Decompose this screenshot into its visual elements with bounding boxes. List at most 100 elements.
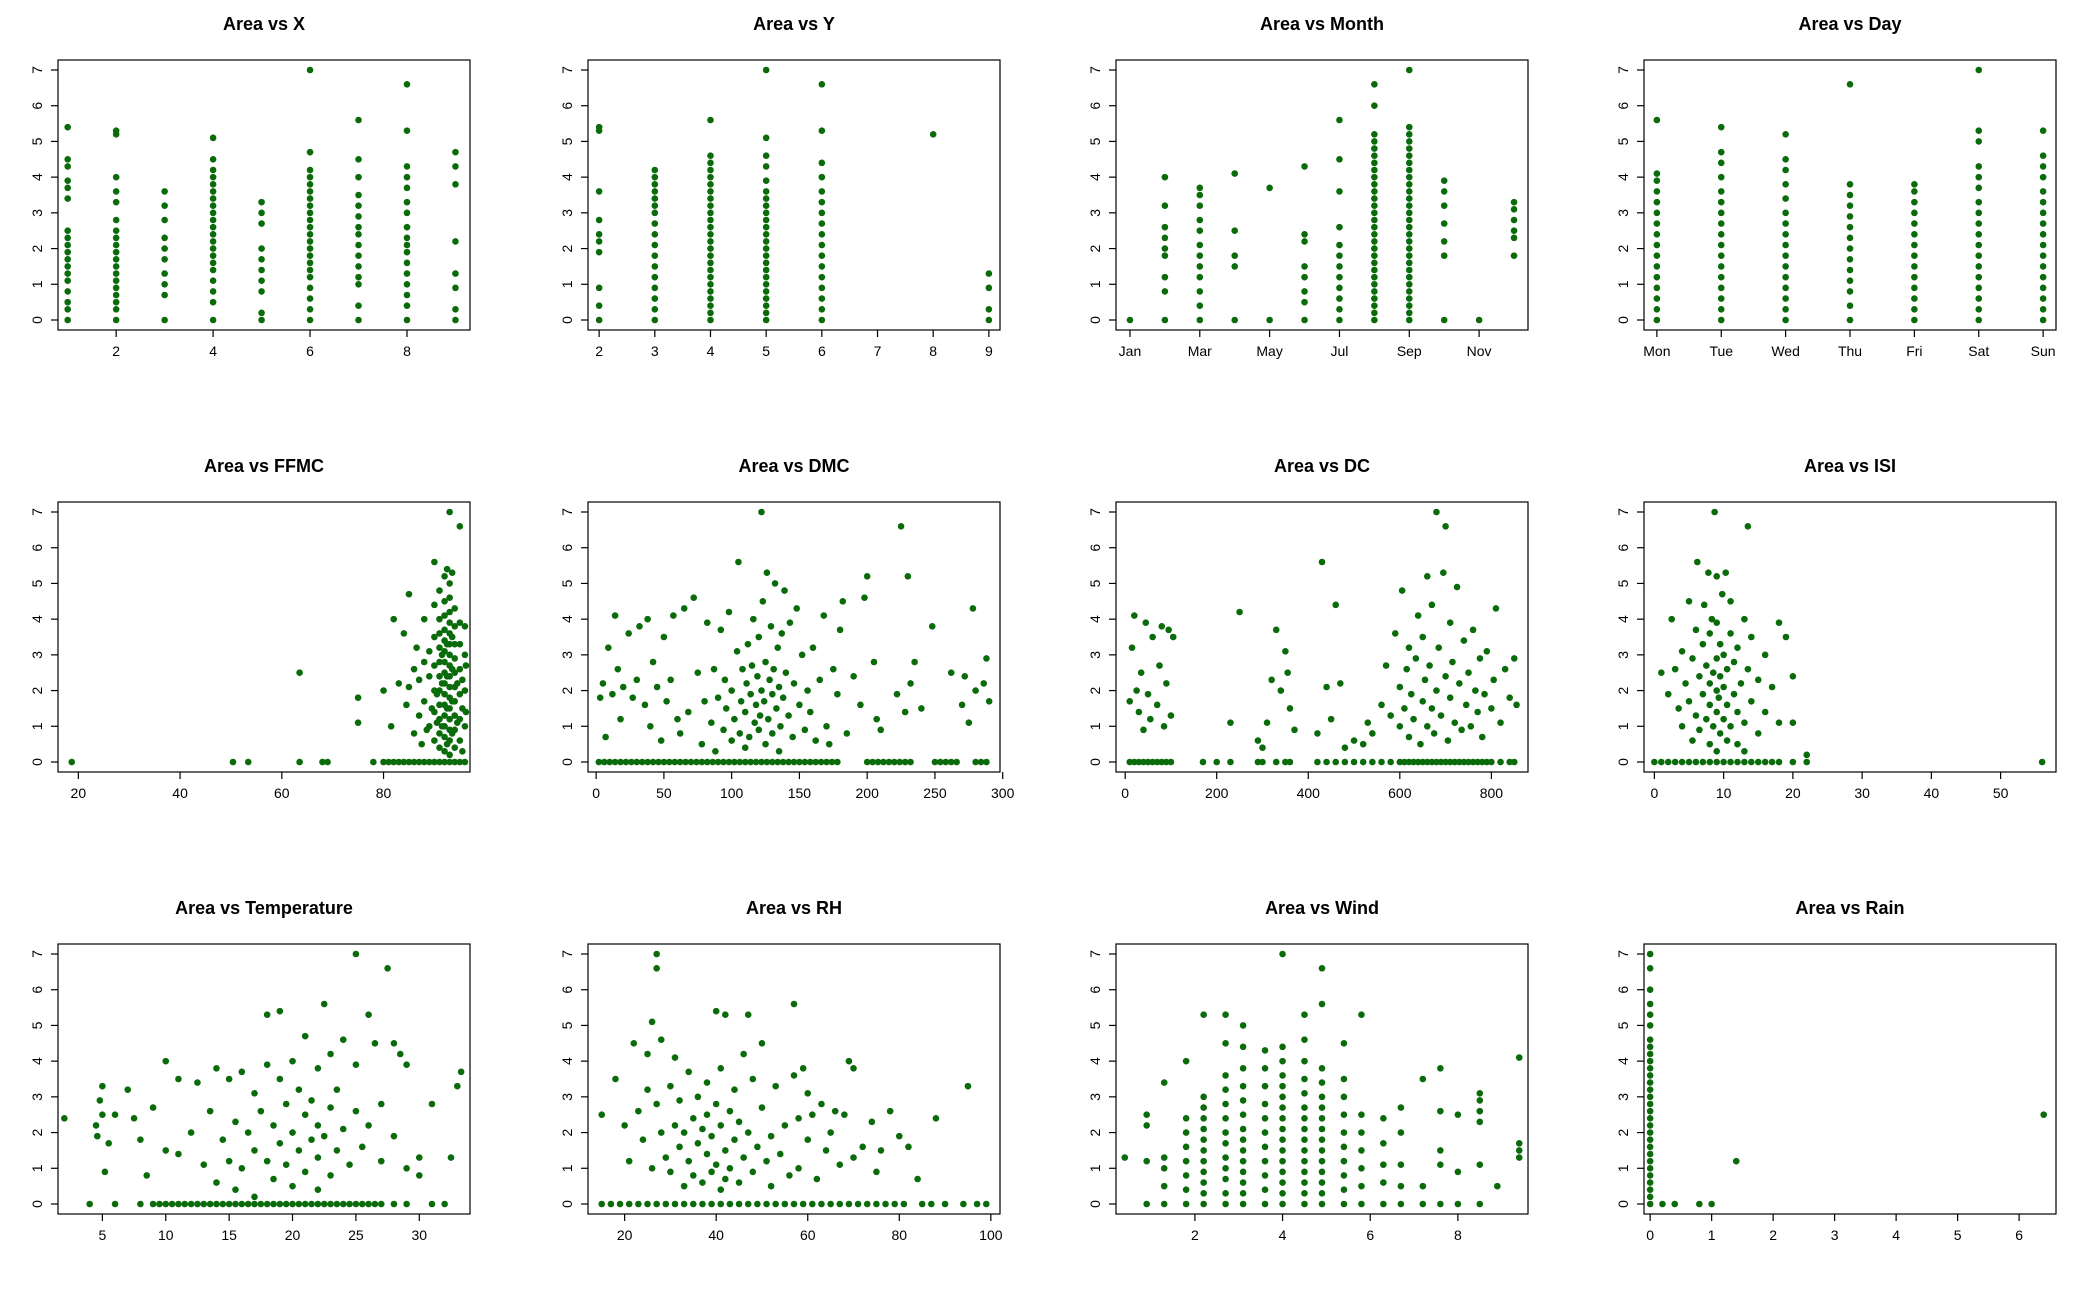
- y-tick-label: 3: [1615, 1093, 1631, 1101]
- chart-title: Area vs Rain: [1795, 898, 1904, 918]
- data-point: [714, 758, 722, 766]
- data-point: [1442, 758, 1449, 766]
- data-point: [741, 758, 749, 766]
- data-point: [1476, 655, 1484, 662]
- data-point: [314, 1186, 322, 1194]
- data-point: [1803, 758, 1811, 766]
- data-point: [1761, 708, 1769, 716]
- data-point: [1261, 1172, 1269, 1179]
- data-point: [762, 163, 770, 170]
- y-tick-label: 6: [29, 986, 45, 994]
- y-tick-label: 0: [559, 1200, 575, 1208]
- data-point: [162, 1057, 170, 1065]
- data-point: [1720, 758, 1727, 766]
- data-point: [1451, 719, 1459, 727]
- data-point: [818, 284, 826, 292]
- data-point: [111, 1200, 119, 1208]
- data-point: [2039, 127, 2047, 135]
- x-tick-label: 250: [923, 785, 947, 801]
- data-point: [880, 758, 887, 766]
- data-point: [355, 213, 362, 220]
- data-point: [1405, 180, 1413, 188]
- data-point: [1699, 758, 1707, 766]
- data-point: [456, 619, 464, 627]
- data-point: [863, 572, 871, 580]
- data-point: [258, 266, 265, 274]
- data-point: [1653, 188, 1661, 195]
- data-point: [680, 605, 688, 612]
- y-tick-label: 1: [1615, 1164, 1631, 1172]
- data-point: [1371, 302, 1378, 310]
- data-point: [1653, 230, 1661, 238]
- data-point: [752, 701, 760, 709]
- data-point: [380, 758, 387, 766]
- data-point: [596, 694, 604, 702]
- y-tick-label: 1: [559, 280, 575, 288]
- data-point: [1428, 601, 1436, 609]
- data-point: [1137, 669, 1145, 677]
- data-point: [699, 1179, 706, 1186]
- data-point: [1975, 284, 1983, 292]
- data-point: [1398, 587, 1406, 594]
- y-tick-label: 3: [559, 1093, 575, 1101]
- data-point: [1371, 138, 1378, 145]
- data-point: [1200, 1125, 1207, 1133]
- x-tick-label: 8: [929, 343, 937, 359]
- data-point: [112, 305, 120, 313]
- plot-frame: [587, 59, 1001, 331]
- data-point: [1261, 1082, 1269, 1090]
- data-point: [365, 1200, 372, 1208]
- data-point: [1222, 1072, 1229, 1079]
- data-point: [1301, 316, 1308, 324]
- data-point: [365, 1122, 372, 1129]
- data-point: [1239, 1125, 1247, 1133]
- data-point: [1222, 1100, 1229, 1108]
- data-point: [1646, 1022, 1654, 1029]
- data-point: [306, 216, 314, 224]
- data-point: [745, 733, 753, 741]
- data-point: [209, 298, 217, 306]
- data-point: [1301, 1114, 1308, 1122]
- data-point: [1761, 758, 1769, 766]
- data-point: [1286, 758, 1294, 766]
- data-point: [2038, 758, 2046, 766]
- data-point: [712, 1007, 720, 1015]
- data-point: [282, 1200, 290, 1208]
- data-point: [452, 163, 459, 170]
- data-point: [461, 758, 469, 766]
- data-point: [314, 1122, 322, 1129]
- data-point: [1387, 758, 1394, 766]
- x-tick-label: 3: [1831, 1227, 1839, 1243]
- data-point: [258, 316, 265, 324]
- data-point: [651, 273, 659, 281]
- data-point: [726, 1164, 734, 1172]
- data-point: [462, 708, 470, 716]
- data-point: [619, 683, 627, 691]
- data-point: [1734, 758, 1741, 766]
- y-tick-label: 1: [1615, 722, 1631, 730]
- data-point: [1318, 558, 1326, 566]
- y-tick-label: 7: [559, 508, 575, 516]
- data-point: [774, 758, 782, 766]
- data-point: [1467, 722, 1475, 730]
- data-point: [1405, 238, 1413, 245]
- data-point: [1371, 188, 1378, 195]
- data-point: [1369, 758, 1376, 766]
- x-tick-label: 4: [209, 343, 217, 359]
- data-point: [762, 273, 770, 281]
- data-point: [1121, 1154, 1129, 1161]
- y-tick-label: 7: [1615, 508, 1631, 516]
- data-point: [1442, 672, 1449, 680]
- y-tick-label: 4: [1087, 1057, 1103, 1065]
- data-point: [137, 1200, 144, 1208]
- data-point: [1782, 241, 1789, 249]
- data-point: [1371, 130, 1378, 138]
- data-point: [454, 1082, 461, 1090]
- data-point: [744, 640, 752, 648]
- data-point: [64, 248, 71, 256]
- data-point: [1433, 687, 1440, 694]
- data-point: [836, 1200, 844, 1208]
- data-point: [112, 277, 120, 285]
- y-tick-label: 7: [29, 950, 45, 958]
- data-point: [403, 248, 411, 256]
